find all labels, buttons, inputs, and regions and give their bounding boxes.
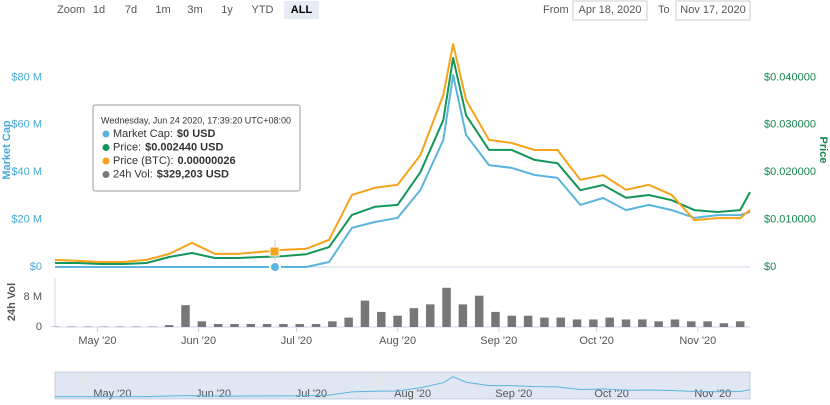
navigator-tick-label: Aug '20 <box>394 388 431 400</box>
navigator-tick-label: Jul '20 <box>296 388 327 400</box>
volume-bar <box>508 316 516 327</box>
tooltip-bullet <box>103 171 110 178</box>
x-tick-label: Sep '20 <box>480 335 517 347</box>
tooltip-row: Price: $0.002440 USD <box>113 141 223 153</box>
tooltip-value: $329,203 USD <box>157 168 229 180</box>
zoom-label: Zoom <box>57 4 85 16</box>
y2-tick-label: $0.040000 <box>764 71 816 83</box>
volume-bar <box>687 321 695 327</box>
vol-tick-label: 8 M <box>24 291 42 303</box>
volume-bar <box>638 319 646 327</box>
volume-bar <box>165 325 173 327</box>
zoom-button[interactable]: 3m <box>187 4 202 16</box>
zoom-button[interactable]: 1m <box>155 4 170 16</box>
x-tick-label: Jul '20 <box>281 335 312 347</box>
y-tick-label: $0 <box>30 261 42 273</box>
volume-bar <box>312 324 320 327</box>
y2-tick-label: $0.020000 <box>764 166 816 178</box>
volume-bar <box>230 324 238 327</box>
volume-bar <box>214 324 222 327</box>
tooltip-row: 24h Vol: $329,203 USD <box>113 168 229 180</box>
tooltip-bullet <box>103 131 110 138</box>
volume-bar <box>475 296 483 327</box>
volume-bar <box>279 324 287 327</box>
y2-tick-label: $0 <box>764 261 776 273</box>
zoom-button[interactable]: 1d <box>93 4 105 16</box>
to-date: Nov 17, 2020 <box>680 4 745 16</box>
volume-bar <box>540 318 548 327</box>
navigator-tick-label: Sep '20 <box>495 388 532 400</box>
volume-bar <box>720 323 728 327</box>
y2-tick-label: $0.030000 <box>764 119 816 131</box>
volume-bar <box>426 304 434 327</box>
zoom-button[interactable]: ALL <box>291 4 313 16</box>
y-tick-label: $20 M <box>11 214 42 226</box>
vol-tick-label: 0 <box>36 321 42 333</box>
hover-point <box>270 247 279 256</box>
hover-point <box>270 262 280 272</box>
volume-bar <box>198 321 206 327</box>
tooltip-value: 0.00000026 <box>178 155 236 167</box>
from-label: From <box>543 4 569 16</box>
volume-bar <box>557 318 565 327</box>
tooltip-label: 24h Vol: <box>113 168 153 180</box>
volume-bar <box>589 319 597 327</box>
volume-bar <box>328 321 336 327</box>
x-tick-label: Aug '20 <box>379 335 416 347</box>
x-tick-label: Nov '20 <box>679 335 716 347</box>
zoom-button[interactable]: 7d <box>125 4 137 16</box>
navigator-tick-label: Nov '20 <box>694 388 731 400</box>
volume-bar <box>263 324 271 327</box>
zoom-button[interactable]: 1y <box>221 4 233 16</box>
navigator-tick-label: Jun '20 <box>196 388 231 400</box>
volume-bar <box>442 288 450 327</box>
tooltip-header: Wednesday, Jun 24 2020, 17:39:20 UTC+08:… <box>101 115 291 125</box>
to-label: To <box>658 4 670 16</box>
y2-axis-title: Price <box>817 137 829 164</box>
volume-bar <box>247 324 255 327</box>
y-tick-label: $60 M <box>11 119 42 131</box>
volume-bar <box>491 312 499 327</box>
tooltip-value: $0.002440 USD <box>145 141 223 153</box>
volume-bar <box>703 321 711 327</box>
volume-bar <box>410 308 418 327</box>
volume-bar <box>295 324 303 327</box>
volume-bar <box>459 304 467 327</box>
volume-bar <box>671 319 679 327</box>
x-tick-label: May '20 <box>78 335 116 347</box>
volume-bar <box>622 319 630 327</box>
volume-bar <box>736 321 744 327</box>
tooltip-label: Price (BTC): <box>113 155 174 167</box>
volume-bar <box>377 312 385 327</box>
navigator-tick-label: May '20 <box>93 388 131 400</box>
volume-bar <box>605 318 613 327</box>
tooltip-value: $0 USD <box>177 128 216 140</box>
y-tick-label: $80 M <box>11 71 42 83</box>
zoom-button[interactable]: YTD <box>252 4 274 16</box>
tooltip-bullet <box>103 144 110 151</box>
tooltip-label: Market Cap: <box>113 128 173 140</box>
y-tick-label: $40 M <box>11 166 42 178</box>
volume-bar <box>573 319 581 327</box>
volume-bar <box>524 316 532 327</box>
vol-axis-title: 24h Vol <box>6 283 18 321</box>
volume-bar <box>181 305 189 327</box>
tooltip-row: Market Cap: $0 USD <box>113 128 215 140</box>
from-date: Apr 18, 2020 <box>579 4 642 16</box>
volume-bar <box>361 301 369 327</box>
tooltip-label: Price: <box>113 141 141 153</box>
y2-tick-label: $0.010000 <box>764 214 816 226</box>
x-tick-label: Oct '20 <box>579 335 614 347</box>
volume-bar <box>393 316 401 327</box>
x-tick-label: Jun '20 <box>181 335 216 347</box>
volume-bar <box>654 321 662 327</box>
tooltip: Wednesday, Jun 24 2020, 17:39:20 UTC+08:… <box>93 105 300 191</box>
volume-bar <box>344 318 352 327</box>
tooltip-bullet <box>103 158 110 165</box>
